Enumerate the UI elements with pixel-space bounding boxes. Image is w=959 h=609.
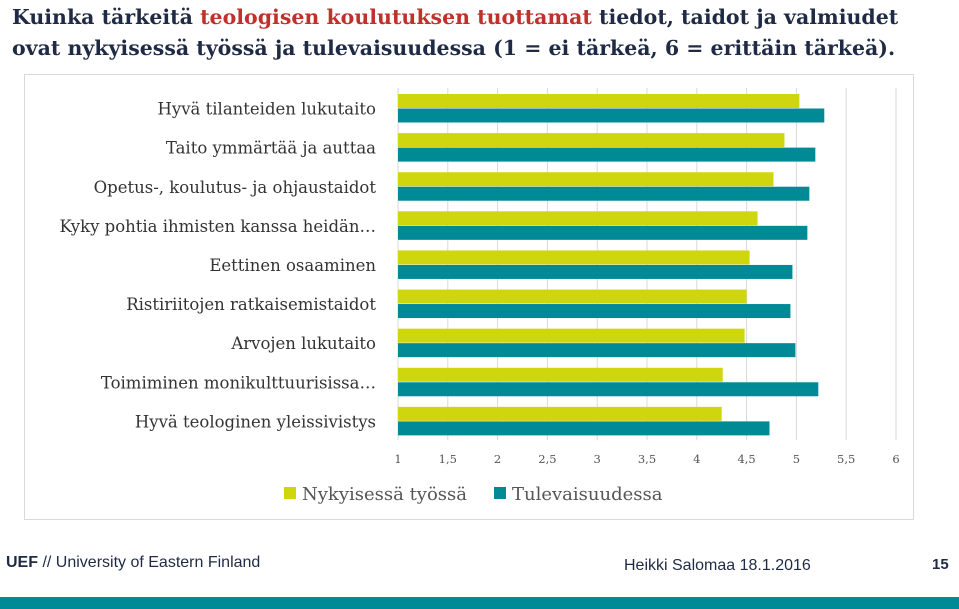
bar-future xyxy=(398,382,819,397)
bar-future xyxy=(398,264,793,279)
category-label: Toimiminen monikulttuurisissa… xyxy=(101,373,376,392)
title-part-2: tiedot, taidot ja valmiudet ovat nykyise… xyxy=(12,5,899,60)
footer-org-short: UEF xyxy=(6,554,38,571)
bar-current xyxy=(398,328,745,343)
x-tick-label: 1 xyxy=(394,452,401,466)
footer-author-date: Heikki Salomaa 18.1.2016 xyxy=(624,557,811,574)
bar-future xyxy=(398,225,808,240)
bar-current xyxy=(398,289,747,304)
x-tick-label: 3,5 xyxy=(638,452,656,466)
bar-current xyxy=(398,367,723,382)
footer-color-bar xyxy=(0,597,959,609)
category-label: Hyvä teologinen yleissivistys xyxy=(135,412,376,431)
bar-future xyxy=(398,304,791,319)
bar-future xyxy=(398,343,796,358)
slide-title: Kuinka tärkeitä teologisen koulutuksen t… xyxy=(12,2,952,64)
bar-future xyxy=(398,147,816,162)
x-tick-label: 4 xyxy=(693,452,700,466)
bar-current xyxy=(398,406,722,421)
footer-org-name: University of Eastern Finland xyxy=(55,554,261,571)
legend-label: Nykyisessä työssä xyxy=(302,484,467,505)
x-tick-label: 5,5 xyxy=(837,452,855,466)
bar-current xyxy=(398,172,774,187)
x-tick-label: 3 xyxy=(594,452,601,466)
category-label: Taito ymmärtää ja auttaa xyxy=(166,139,376,158)
legend-swatch xyxy=(284,487,296,499)
page-number: 15 xyxy=(932,556,949,573)
title-highlight: teologisen koulutuksen tuottamat xyxy=(200,5,592,29)
bar-current xyxy=(398,133,785,148)
bar-future xyxy=(398,421,770,436)
bar-current xyxy=(398,94,800,108)
category-label: Arvojen lukutaito xyxy=(230,334,376,353)
x-tick-label: 2 xyxy=(494,452,501,466)
bar-current xyxy=(398,211,758,226)
category-label: Kyky pohtia ihmisten kanssa heidän… xyxy=(59,217,376,236)
x-tick-label: 6 xyxy=(892,452,899,466)
category-label: Opetus-, koulutus- ja ohjaustaidot xyxy=(94,178,377,197)
legend-swatch xyxy=(494,487,506,499)
footer-organization: UEF // University of Eastern Finland xyxy=(6,554,260,572)
bar-future xyxy=(398,186,810,201)
legend-label: Tulevaisuudessa xyxy=(512,484,663,505)
x-tick-label: 2,5 xyxy=(538,452,556,466)
x-tick-label: 5 xyxy=(793,452,800,466)
chart-frame xyxy=(24,74,914,520)
x-tick-label: 1,5 xyxy=(439,452,457,466)
footer-org-separator: // xyxy=(38,554,56,571)
bar-current xyxy=(398,250,750,265)
bar-future xyxy=(398,108,825,123)
x-tick-label: 4,5 xyxy=(737,452,755,466)
category-label: Ristiriitojen ratkaisemistaidot xyxy=(126,295,376,314)
title-part-1: Kuinka tärkeitä xyxy=(12,5,201,29)
category-label: Hyvä tilanteiden lukutaito xyxy=(158,100,377,119)
category-label: Eettinen osaaminen xyxy=(209,256,376,275)
